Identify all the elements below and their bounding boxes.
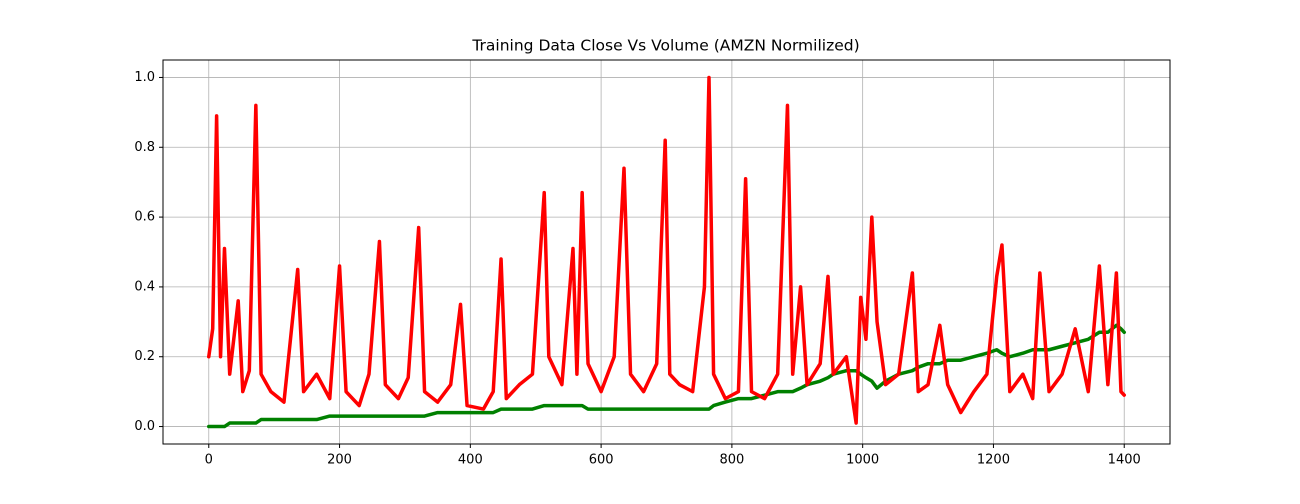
data-line: [207, 323, 1126, 429]
x-tick-label: 0: [205, 453, 213, 468]
x-tick-label: 400: [458, 453, 483, 468]
y-tick-label: 0.6: [134, 210, 155, 225]
data-line: [207, 75, 1126, 425]
x-tick-label: 1000: [846, 453, 879, 468]
chart-title: Training Data Close Vs Volume (AMZN Norm…: [471, 37, 859, 55]
x-tick-label: 600: [589, 453, 614, 468]
y-tick-label: 0.8: [134, 140, 155, 155]
x-tick-label: 200: [327, 453, 352, 468]
x-tick-label: 1200: [977, 453, 1010, 468]
y-tick-label: 0.0: [134, 419, 155, 434]
y-tick-label: 0.4: [134, 279, 155, 294]
y-tick-label: 0.2: [134, 349, 155, 364]
plot-frame: [162, 59, 1171, 445]
x-tick-label: 1400: [1108, 453, 1141, 468]
y-tick-label: 1.0: [134, 70, 155, 85]
x-tick-label: 800: [719, 453, 744, 468]
